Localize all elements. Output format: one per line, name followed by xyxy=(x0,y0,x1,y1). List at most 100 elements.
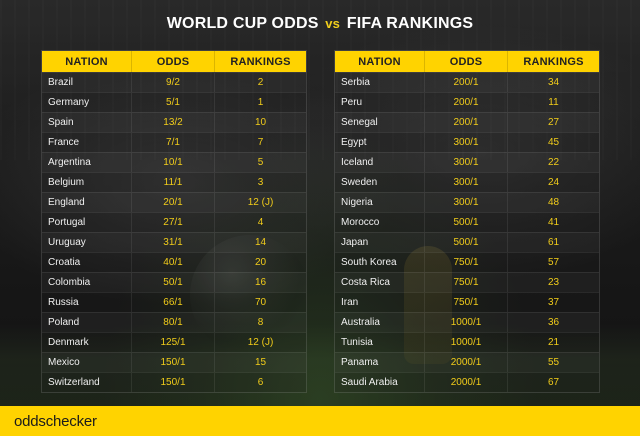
left-header-nation: NATION xyxy=(42,51,132,72)
nation-cell: Sweden xyxy=(335,173,425,192)
table-row: Argentina 10/1 5 xyxy=(42,152,306,172)
footer-bar: oddschecker xyxy=(0,406,640,436)
ranking-cell: 22 xyxy=(547,157,560,168)
table-row: Croatia 40/1 20 xyxy=(42,252,306,272)
table-row: Japan 500/1 61 xyxy=(335,232,599,252)
right-table-header: NATION ODDS RANKINGS xyxy=(335,51,599,72)
nation-cell: Nigeria xyxy=(335,193,425,212)
nation-cell: Uruguay xyxy=(42,233,132,252)
table-row: Egypt 300/1 45 xyxy=(335,132,599,152)
odds-cell: 750/1 xyxy=(425,273,508,292)
left-table-header: NATION ODDS RANKINGS xyxy=(42,51,306,72)
table-row: Australia 1000/1 36 xyxy=(335,312,599,332)
ranking-cell: 61 xyxy=(547,237,560,248)
ranking-cell: 11 xyxy=(548,97,559,108)
nation-cell: Denmark xyxy=(42,333,132,352)
odds-cell: 2000/1 xyxy=(425,373,508,392)
table-row: Peru 200/1 11 xyxy=(335,92,599,112)
trophy-background xyxy=(404,246,452,364)
table-row: Denmark 125/1 12 (J) xyxy=(42,332,306,352)
ranking-cell: 37 xyxy=(547,297,560,308)
table-row: Nigeria 300/1 48 xyxy=(335,192,599,212)
odds-cell: 300/1 xyxy=(425,173,508,192)
football-background xyxy=(190,235,310,355)
nation-cell: Serbia xyxy=(335,73,425,92)
odds-cell: 5/1 xyxy=(132,93,215,112)
nation-cell: Mexico xyxy=(42,353,132,372)
odds-cell: 66/1 xyxy=(132,293,215,312)
table-row: Russia 66/1 70 xyxy=(42,292,306,312)
table-row: Germany 5/1 1 xyxy=(42,92,306,112)
table-row: Mexico 150/1 15 xyxy=(42,352,306,372)
odds-cell: 750/1 xyxy=(425,253,508,272)
odds-cell: 1000/1 xyxy=(425,333,508,352)
nation-cell: Colombia xyxy=(42,273,132,292)
odds-cell: 300/1 xyxy=(425,193,508,212)
odds-cell: 13/2 xyxy=(132,113,215,132)
nation-cell: Egypt xyxy=(335,133,425,152)
odds-cell: 500/1 xyxy=(425,233,508,252)
nation-cell: Russia xyxy=(42,293,132,312)
nation-cell: England xyxy=(42,193,132,212)
table-row: Spain 13/2 10 xyxy=(42,112,306,132)
table-row: Colombia 50/1 16 xyxy=(42,272,306,292)
odds-cell: 150/1 xyxy=(132,373,215,392)
odds-cell: 11/1 xyxy=(132,173,215,192)
odds-cell: 200/1 xyxy=(425,113,508,132)
nation-cell: Poland xyxy=(42,313,132,332)
table-row: Switzerland 150/1 6 xyxy=(42,372,306,392)
odds-cell: 150/1 xyxy=(132,353,215,372)
ranking-cell: 48 xyxy=(547,197,560,208)
ranking-cell: 36 xyxy=(547,317,560,328)
ranking-cell: 15 xyxy=(254,357,267,368)
nation-cell: Brazil xyxy=(42,73,132,92)
nation-cell: Saudi Arabia xyxy=(335,373,425,392)
table-row: Tunisia 1000/1 21 xyxy=(335,332,599,352)
ranking-cell: 16 xyxy=(254,277,267,288)
table-row: Uruguay 31/1 14 xyxy=(42,232,306,252)
odds-cell: 80/1 xyxy=(132,313,215,332)
nation-cell: Germany xyxy=(42,93,132,112)
title-vs: vs xyxy=(325,16,341,31)
oddschecker-logo: oddschecker xyxy=(14,413,97,430)
table-row: Portugal 27/1 4 xyxy=(42,212,306,232)
ranking-cell: 10 xyxy=(254,117,267,128)
nation-cell: Iceland xyxy=(335,153,425,172)
odds-cell: 200/1 xyxy=(425,73,508,92)
ranking-cell: 5 xyxy=(257,157,264,168)
ranking-cell: 2 xyxy=(257,77,264,88)
nation-cell: South Korea xyxy=(335,253,425,272)
nation-cell: Australia xyxy=(335,313,425,332)
nation-cell: Spain xyxy=(42,113,132,132)
odds-cell: 20/1 xyxy=(132,193,215,212)
right-header-rankings: RANKINGS xyxy=(523,55,584,68)
title-main: WORLD CUP ODDS xyxy=(166,15,319,32)
nation-cell: Japan xyxy=(335,233,425,252)
nation-cell: Croatia xyxy=(42,253,132,272)
odds-cell: 300/1 xyxy=(425,133,508,152)
ranking-cell: 7 xyxy=(257,137,264,148)
odds-cell: 40/1 xyxy=(132,253,215,272)
table-row: Costa Rica 750/1 23 xyxy=(335,272,599,292)
nation-cell: Portugal xyxy=(42,213,132,232)
table-row: Iran 750/1 37 xyxy=(335,292,599,312)
page-title: WORLD CUP ODDS vs FIFA RANKINGS xyxy=(0,15,640,33)
ranking-cell: 55 xyxy=(547,357,560,368)
nation-cell: Morocco xyxy=(335,213,425,232)
table-row: Morocco 500/1 41 xyxy=(335,212,599,232)
nation-cell: Iran xyxy=(335,293,425,312)
table-row: Iceland 300/1 22 xyxy=(335,152,599,172)
title-end: FIFA RANKINGS xyxy=(346,15,474,32)
stadium-background xyxy=(0,0,640,160)
ranking-cell: 12 (J) xyxy=(247,337,274,348)
table-row: Serbia 200/1 34 xyxy=(335,72,599,92)
table-row: Poland 80/1 8 xyxy=(42,312,306,332)
nation-cell: Peru xyxy=(335,93,425,112)
nation-cell: Switzerland xyxy=(42,373,132,392)
nation-cell: Tunisia xyxy=(335,333,425,352)
right-header-nation: NATION xyxy=(335,51,425,72)
odds-cell: 7/1 xyxy=(132,133,215,152)
right-header-odds: ODDS xyxy=(425,51,508,72)
odds-cell: 9/2 xyxy=(132,73,215,92)
